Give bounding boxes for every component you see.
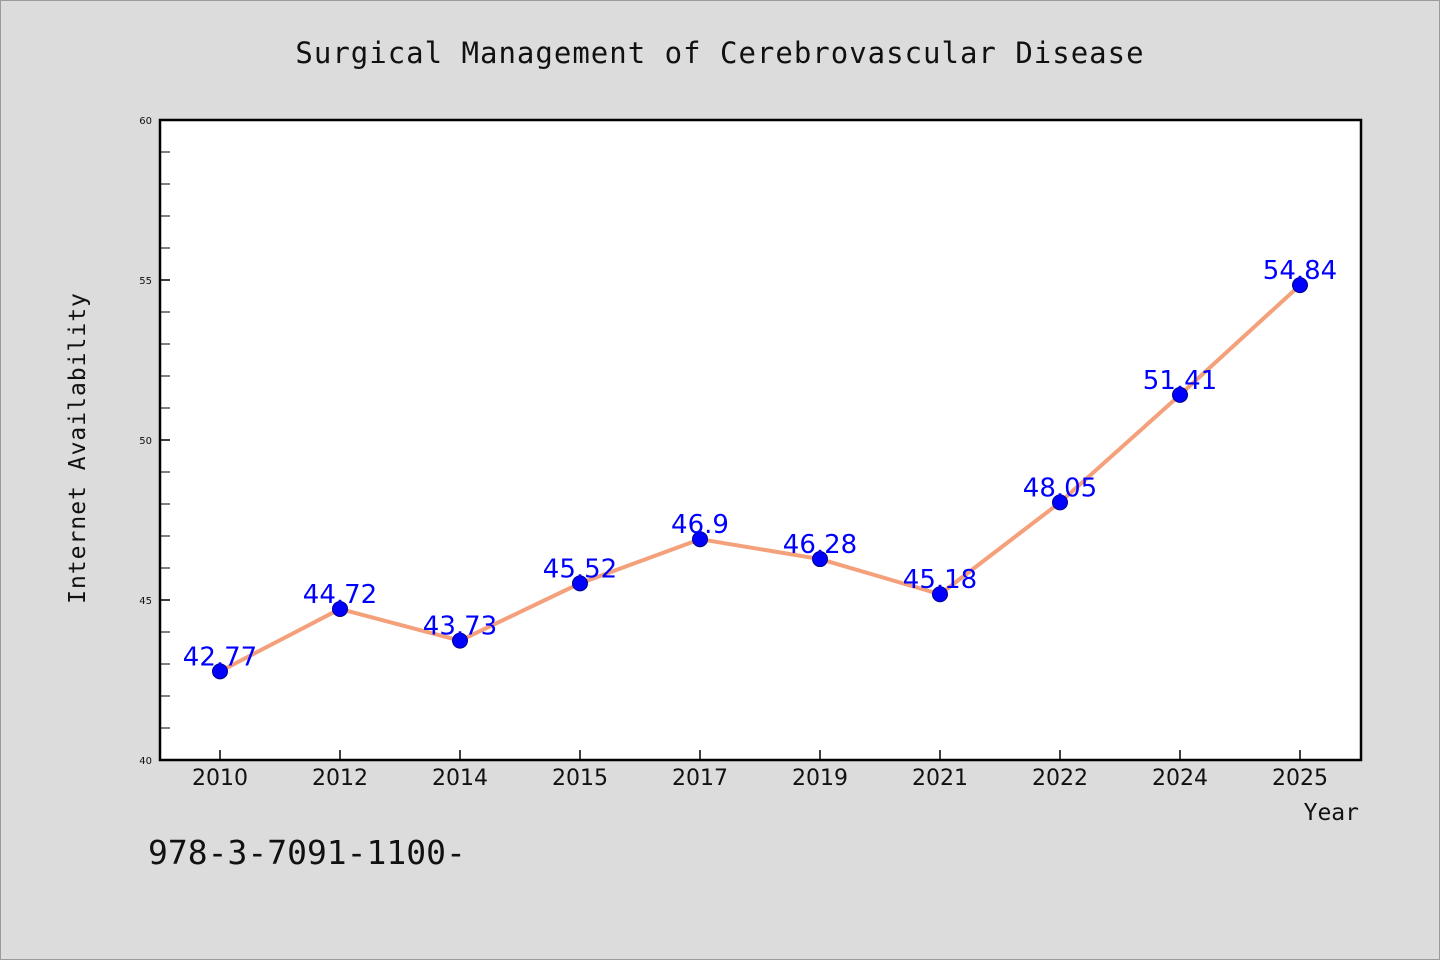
- x-axis-label: Year: [1304, 800, 1359, 826]
- x-tick-label: 2012: [312, 766, 368, 791]
- data-label: 54.84: [1263, 256, 1337, 286]
- x-tick-label: 2014: [432, 766, 488, 791]
- data-point: [812, 551, 828, 568]
- x-tick-label: 2022: [1032, 766, 1088, 791]
- data-point: [212, 663, 228, 680]
- plot-area: [158, 118, 1363, 762]
- y-axis-label: Internet Availability: [65, 292, 91, 604]
- data-point: [332, 600, 348, 617]
- data-label: 42.77: [183, 642, 257, 672]
- data-label: 45.18: [903, 565, 977, 595]
- x-axis: 2010 2012 2014 2015 2017 2019 2021 2022 2024 2025: [192, 750, 1328, 791]
- data-label: 44.72: [303, 580, 377, 610]
- x-tick-label: 2010: [192, 766, 248, 791]
- data-point: [1292, 277, 1308, 294]
- data-point: [572, 575, 588, 592]
- data-label: 45.52: [543, 554, 617, 584]
- data-point: [932, 586, 948, 603]
- data-labels: 42.77 44.72 43.73 45.52 46.9 46.28 45.18 48.05 5…: [183, 256, 1337, 672]
- x-tick-label: 2024: [1152, 766, 1208, 791]
- y-tick-label: 50: [139, 436, 152, 447]
- x-tick-label: 2017: [672, 766, 728, 791]
- series-line: [219, 283, 1302, 674]
- data-point: [452, 632, 468, 649]
- data-label: 46.28: [783, 530, 857, 560]
- y-tick-label: 40: [139, 756, 152, 767]
- y-tick-label: 55: [139, 276, 152, 287]
- y-axis: 40 45 50 55 60: [139, 116, 170, 767]
- data-label: 43.73: [423, 612, 497, 642]
- series: [212, 277, 1308, 680]
- y-tick-label: 45: [139, 596, 152, 607]
- x-tick-label: 2021: [912, 766, 968, 791]
- data-point: [692, 531, 708, 548]
- footer-text: 978-3-7091-1100-: [148, 833, 466, 872]
- x-tick-label: 2025: [1272, 766, 1328, 791]
- data-point: [1172, 386, 1188, 403]
- chart-title: Surgical Management of Cerebrovascular D…: [295, 36, 1144, 70]
- y-tick-label: 60: [139, 116, 152, 127]
- data-label: 48.05: [1023, 473, 1097, 503]
- data-label: 51.41: [1143, 366, 1217, 396]
- x-tick-label: 2015: [552, 766, 608, 791]
- data-point: [1052, 494, 1068, 511]
- x-tick-label: 2019: [792, 766, 848, 791]
- data-label: 46.9: [671, 510, 729, 540]
